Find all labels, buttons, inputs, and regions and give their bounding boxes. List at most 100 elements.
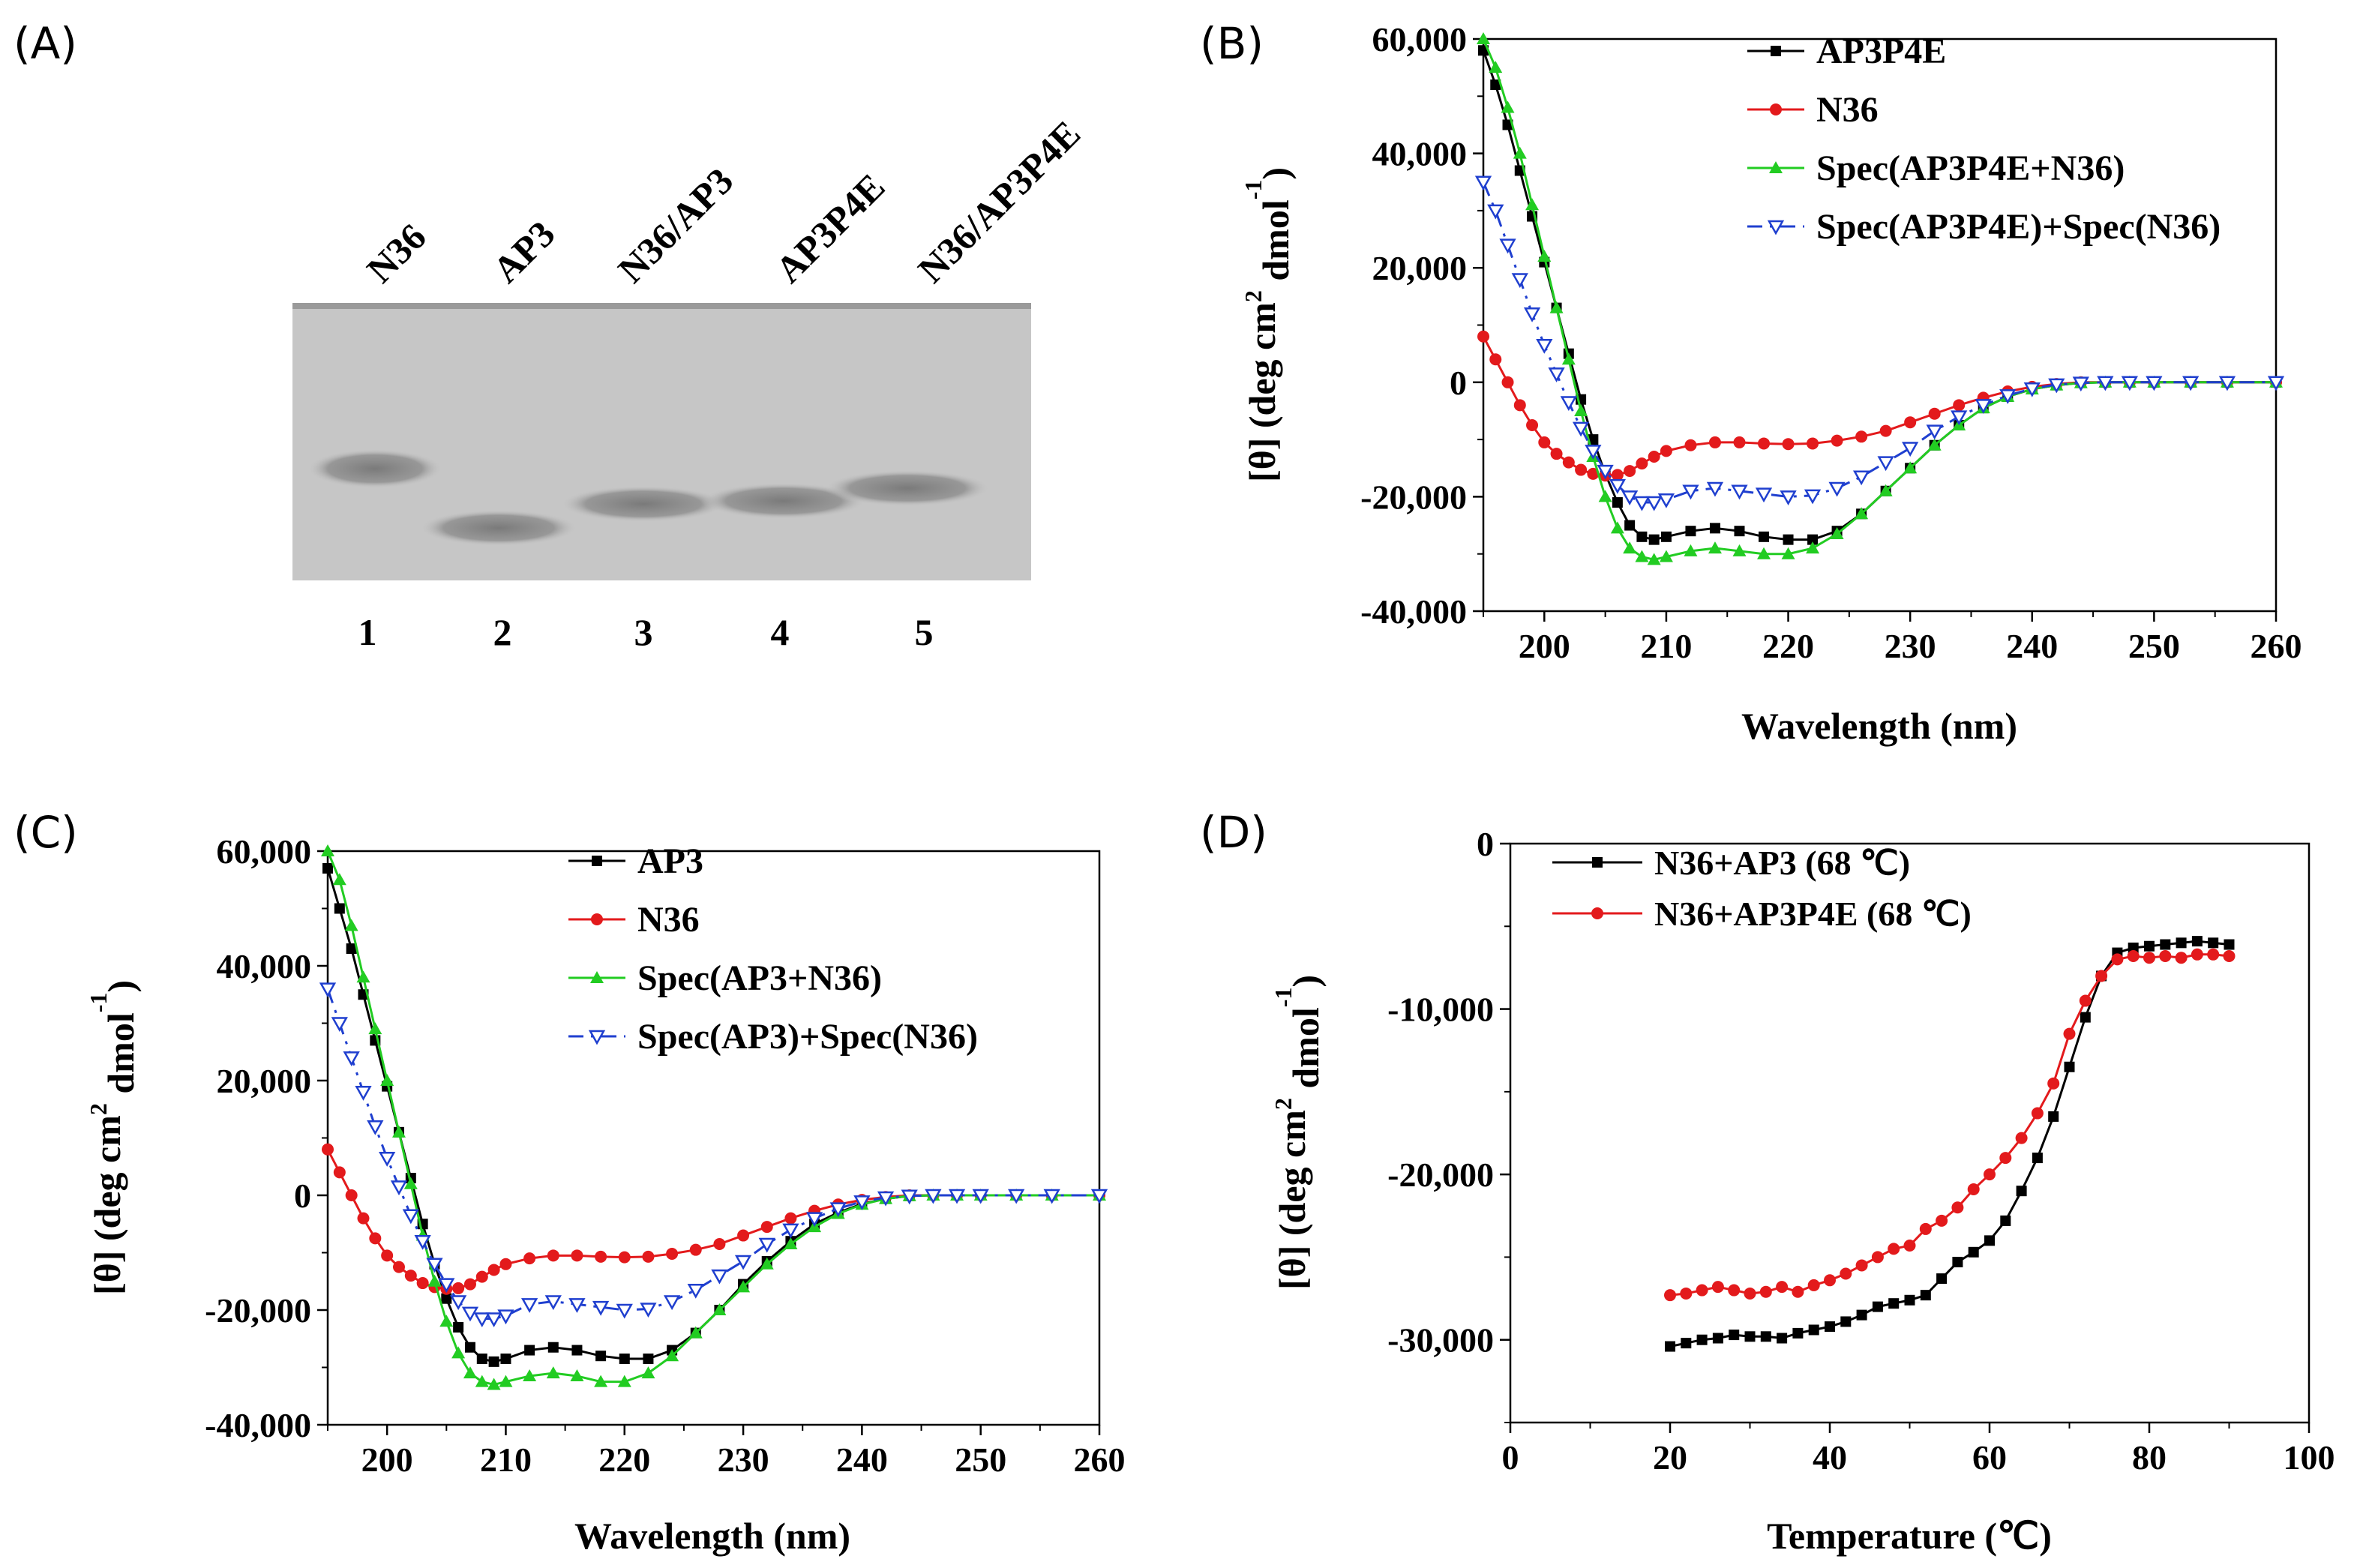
data-point xyxy=(1624,520,1636,531)
data-point xyxy=(1043,1189,1060,1204)
data-point xyxy=(1903,461,1918,474)
data-point xyxy=(1511,273,1528,289)
data-point xyxy=(616,1303,633,1319)
data-point xyxy=(2208,937,2219,949)
data-point xyxy=(2095,970,2108,982)
data-point xyxy=(1525,198,1540,211)
data-point xyxy=(2143,952,2155,964)
x-tick-label: 240 xyxy=(836,1441,888,1479)
data-point xyxy=(1936,1214,1948,1227)
y-tick-label: 20,000 xyxy=(1372,249,1468,287)
panel-label-b: (B) xyxy=(1200,18,1264,69)
data-point xyxy=(1682,484,1699,500)
data-point xyxy=(524,1345,535,1356)
y-tick-label: 60,000 xyxy=(217,832,312,871)
data-point xyxy=(1526,419,1539,432)
data-point xyxy=(594,1375,608,1387)
legend-marker xyxy=(1591,907,1603,919)
data-point xyxy=(734,1255,752,1270)
data-point xyxy=(1474,175,1492,191)
data-point xyxy=(500,1354,511,1365)
legend-label: N36+AP3 (68 ℃) xyxy=(1654,844,1910,882)
legend-marker xyxy=(1767,220,1785,235)
data-point xyxy=(1919,1222,1932,1235)
data-point xyxy=(1792,1285,1804,1298)
data-point xyxy=(1871,1251,1884,1264)
panel-label-d: (D) xyxy=(1200,807,1267,858)
x-tick-label: 240 xyxy=(2006,627,2058,665)
x-tick-label: 260 xyxy=(1074,1441,1126,1479)
x-axis-label: Temperature (℃) xyxy=(1767,1515,2052,1557)
data-point xyxy=(1684,439,1697,451)
data-point xyxy=(427,1274,442,1287)
y-axis-label: [θ] (deg cm2 dmol-1) xyxy=(1240,167,1297,482)
data-point xyxy=(1830,526,1844,539)
data-point xyxy=(1633,496,1651,511)
data-point xyxy=(571,1345,583,1356)
y-tick-label: -20,000 xyxy=(1387,1156,1494,1194)
data-point xyxy=(1636,457,1648,470)
lane-number: 3 xyxy=(634,611,653,653)
series-line-spec-ap3-n36- xyxy=(326,850,1099,1386)
data-point xyxy=(2146,376,2163,391)
data-point xyxy=(1999,389,2017,404)
data-point xyxy=(1502,119,1513,130)
data-point xyxy=(1733,436,1746,448)
x-tick-label: 230 xyxy=(718,1441,769,1479)
data-point xyxy=(487,1378,501,1390)
data-point xyxy=(877,1191,895,1207)
data-point xyxy=(1548,367,1565,382)
data-point xyxy=(485,1312,502,1328)
data-point xyxy=(1807,1279,1820,1291)
data-point xyxy=(547,1249,559,1262)
lane-label: N36 xyxy=(358,215,433,290)
data-point xyxy=(1585,445,1602,460)
data-point xyxy=(2207,948,2220,961)
legend-marker xyxy=(1769,161,1783,173)
data-point xyxy=(369,1232,382,1245)
legend-marker xyxy=(1592,857,1603,868)
data-point xyxy=(1680,1287,1693,1300)
y-tick-label: 0 xyxy=(1450,364,1467,402)
data-point xyxy=(1708,436,1721,448)
data-point xyxy=(1659,550,1673,562)
data-point xyxy=(2175,952,2188,964)
data-point xyxy=(1549,301,1564,313)
lane-label: AP3 xyxy=(484,212,562,290)
data-point xyxy=(2111,953,2124,966)
data-point xyxy=(452,1282,465,1294)
lane-number: 1 xyxy=(358,611,377,653)
data-point xyxy=(2223,949,2236,962)
data-point xyxy=(379,1152,396,1167)
y-tick-label: 20,000 xyxy=(217,1062,312,1100)
data-point xyxy=(1783,534,1794,545)
data-point xyxy=(1499,238,1516,254)
x-tick-label: 260 xyxy=(2251,627,2302,665)
data-point xyxy=(1706,481,1724,497)
data-point xyxy=(1879,484,1893,496)
data-point xyxy=(2097,376,2114,391)
data-point xyxy=(760,1221,773,1234)
data-point xyxy=(1648,534,1660,545)
data-point xyxy=(1501,100,1515,113)
data-point xyxy=(2064,1061,2075,1072)
lane-number: 2 xyxy=(493,611,512,653)
data-point xyxy=(463,1366,477,1379)
legend-label: N36 xyxy=(1816,90,1879,130)
data-point xyxy=(345,1189,358,1201)
data-point xyxy=(1621,490,1639,505)
data-point xyxy=(1936,1273,1948,1285)
data-point xyxy=(426,1258,443,1273)
gel-band-lane-3 xyxy=(561,486,726,522)
series-line-n36-ap3p4e-68- xyxy=(1669,953,2230,1297)
data-point xyxy=(1879,424,1892,437)
data-point xyxy=(1609,478,1627,494)
lane-label: N36/AP3P4E xyxy=(910,112,1088,291)
data-point xyxy=(2182,376,2200,391)
lane-label: N36/AP3 xyxy=(610,160,741,291)
data-point xyxy=(642,1250,655,1263)
data-point xyxy=(1489,353,1502,366)
data-point xyxy=(689,1243,702,1256)
legend-label: Spec(AP3+N36) xyxy=(637,958,882,998)
data-point xyxy=(784,1237,798,1250)
